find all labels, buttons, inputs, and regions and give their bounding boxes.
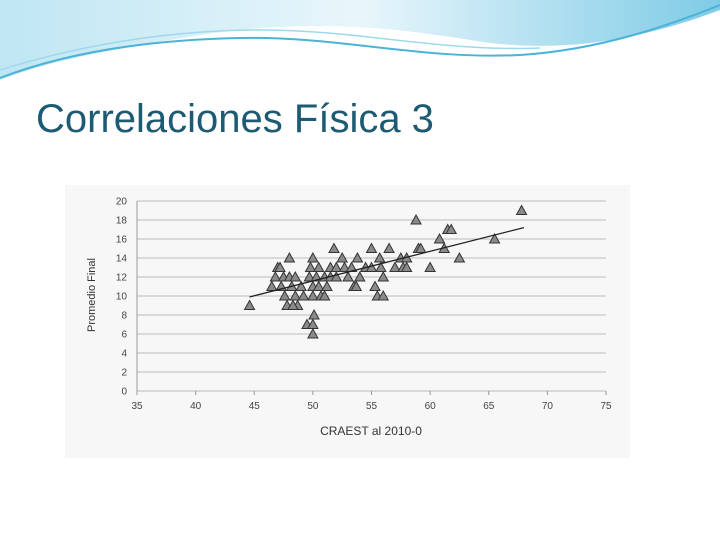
point bbox=[307, 251, 319, 263]
point bbox=[342, 270, 354, 282]
point bbox=[400, 261, 413, 272]
point bbox=[389, 261, 401, 272]
point bbox=[269, 270, 282, 282]
chart: Promedio Final CRAEST al 2010-0 0 2 4 6 8 10 1… bbox=[65, 185, 630, 458]
y-tick-label: 20 bbox=[116, 197, 128, 208]
point bbox=[243, 299, 256, 310]
point bbox=[312, 280, 325, 291]
point bbox=[310, 270, 323, 282]
x-axis-label: CRAEST al 2010-0 bbox=[320, 424, 422, 438]
point bbox=[297, 289, 310, 301]
point bbox=[350, 280, 363, 291]
point bbox=[383, 242, 395, 253]
x-tick-label: 65 bbox=[483, 401, 495, 412]
point bbox=[307, 289, 319, 301]
point bbox=[414, 242, 427, 253]
x-tick-label: 45 bbox=[249, 401, 261, 412]
point bbox=[289, 289, 302, 301]
point bbox=[318, 289, 331, 301]
point bbox=[278, 289, 291, 301]
point bbox=[424, 261, 436, 272]
point bbox=[377, 289, 390, 301]
x-tick-label: 40 bbox=[190, 401, 202, 412]
point bbox=[304, 261, 317, 272]
point bbox=[488, 232, 501, 244]
point bbox=[445, 223, 458, 234]
point bbox=[336, 251, 349, 263]
point bbox=[307, 327, 319, 339]
point bbox=[365, 242, 378, 253]
y-tick-label: 12 bbox=[116, 273, 128, 284]
point bbox=[369, 280, 381, 291]
y-tick-label: 16 bbox=[116, 235, 128, 246]
x-tick-label: 50 bbox=[307, 401, 319, 412]
point bbox=[433, 232, 446, 244]
x-tick-label: 60 bbox=[425, 401, 437, 412]
point bbox=[328, 242, 340, 253]
y-tick-label: 0 bbox=[121, 387, 127, 398]
point bbox=[303, 270, 316, 282]
point bbox=[312, 261, 325, 272]
wave-line bbox=[0, 29, 541, 71]
point bbox=[338, 261, 351, 272]
y-tick-label: 14 bbox=[116, 254, 128, 265]
point bbox=[377, 270, 390, 282]
point bbox=[330, 270, 343, 282]
point bbox=[351, 251, 364, 263]
point bbox=[375, 261, 387, 272]
point bbox=[373, 251, 386, 263]
y-tick-label: 8 bbox=[121, 311, 127, 322]
y-tick-label: 2 bbox=[121, 368, 127, 379]
point bbox=[453, 251, 466, 263]
y-tick-label: 18 bbox=[116, 216, 128, 227]
y-tick-label: 6 bbox=[121, 330, 127, 341]
y-axis-label: Promedio Final bbox=[86, 258, 98, 332]
wave-line bbox=[0, 4, 720, 79]
point bbox=[515, 204, 528, 215]
point bbox=[289, 270, 302, 282]
x-tick-label: 35 bbox=[131, 401, 143, 412]
point bbox=[308, 308, 320, 320]
x-tick-label: 55 bbox=[366, 401, 378, 412]
point bbox=[283, 251, 296, 263]
y-tick-label: 4 bbox=[121, 349, 127, 360]
point bbox=[265, 280, 278, 291]
slide-title: Correlaciones Física 3 bbox=[36, 97, 434, 141]
y-tick-label: 10 bbox=[116, 292, 128, 303]
point bbox=[321, 280, 333, 291]
point bbox=[274, 261, 286, 272]
point bbox=[410, 213, 422, 225]
point bbox=[353, 270, 366, 282]
x-tick-label: 70 bbox=[542, 401, 554, 412]
point bbox=[295, 280, 307, 291]
point bbox=[287, 299, 299, 310]
x-tick-label: 75 bbox=[600, 401, 612, 412]
wave bbox=[0, 0, 720, 80]
trendline bbox=[249, 226, 525, 298]
